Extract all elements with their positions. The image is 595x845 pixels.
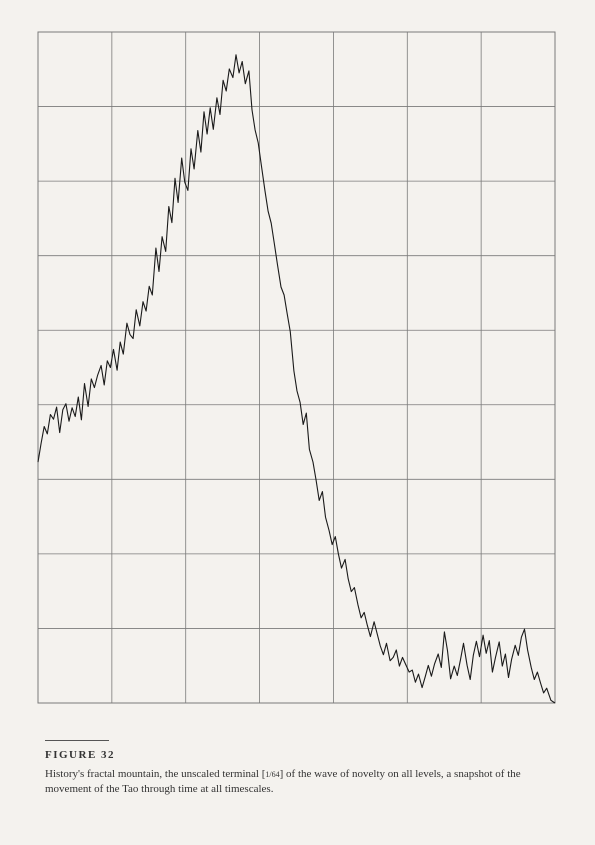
caption-text-before: History's fractal mountain, the unscaled… bbox=[45, 768, 266, 780]
chart-grid bbox=[37, 31, 556, 704]
caption-rule bbox=[45, 740, 109, 741]
figure-label: FIGURE 32 bbox=[45, 749, 116, 761]
chart-series-layer bbox=[37, 54, 556, 704]
caption-fraction: 1/64 bbox=[265, 770, 280, 779]
fractal-mountain-chart bbox=[37, 31, 556, 704]
figure-caption: History's fractal mountain, the unscaled… bbox=[45, 767, 565, 797]
plot-frame bbox=[37, 31, 556, 704]
series-line-1 bbox=[37, 54, 556, 704]
caption-text-after: ] of the wave of novelty on all levels, … bbox=[45, 768, 521, 795]
